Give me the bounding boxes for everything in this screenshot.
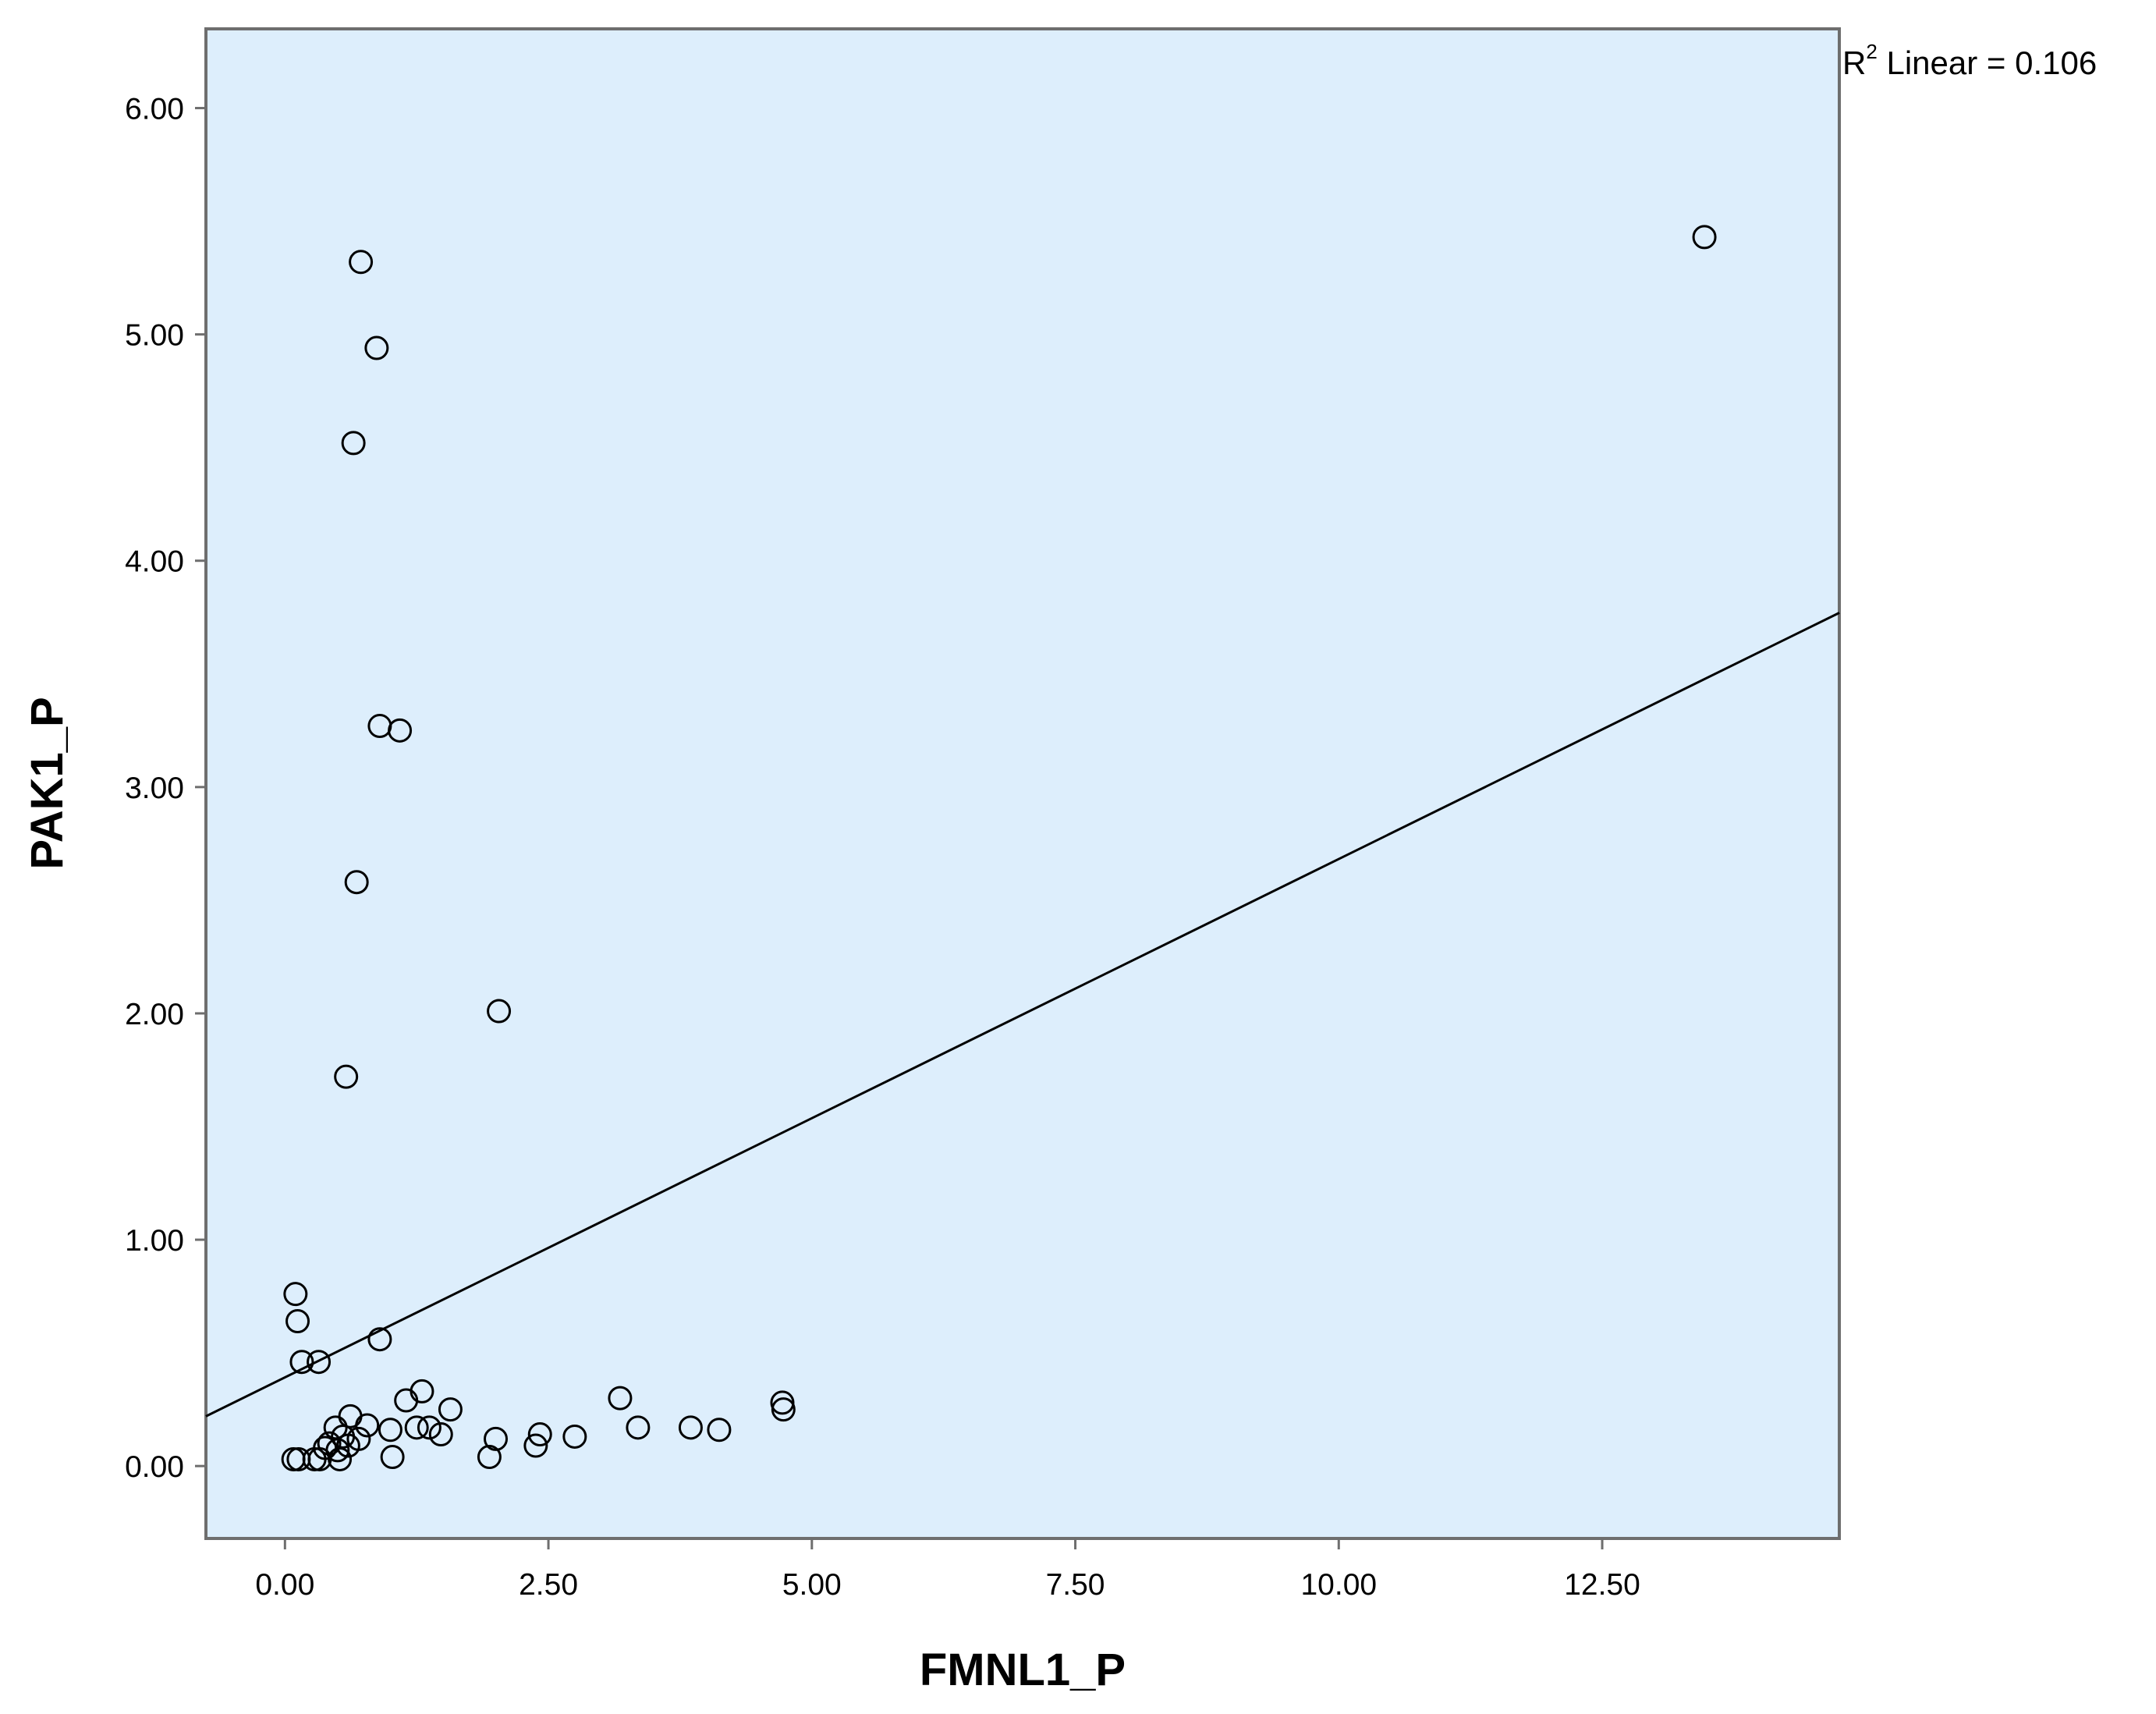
data-point — [307, 1446, 332, 1471]
data-point — [477, 1445, 502, 1470]
data-point — [283, 1282, 308, 1307]
y-tick-label: 2.00 — [125, 998, 184, 1031]
y-tick-label: 3.00 — [125, 772, 184, 805]
data-point — [341, 431, 366, 456]
data-point — [404, 1415, 429, 1440]
data-point — [678, 1415, 703, 1440]
data-point — [394, 1388, 419, 1413]
y-axis-title: PAK1_P — [22, 697, 73, 869]
y-tick-label: 0.00 — [125, 1450, 184, 1484]
data-point — [487, 999, 512, 1024]
data-point — [562, 1424, 587, 1449]
x-tick-label: 7.50 — [1046, 1568, 1105, 1602]
data-point — [771, 1397, 796, 1422]
data-point — [388, 718, 413, 743]
data-point — [334, 1064, 359, 1089]
data-point — [707, 1418, 732, 1443]
x-axis: 0.00 2.50 5.00 7.50 10.00 12.50 — [255, 1538, 1640, 1602]
y-tick-label: 1.00 — [125, 1224, 184, 1258]
data-point — [289, 1350, 314, 1375]
data-point — [285, 1308, 310, 1333]
data-point — [428, 1422, 453, 1447]
x-tick-label: 0.00 — [255, 1568, 314, 1602]
r-squared-annotation: R2 Linear = 0.106 — [1842, 40, 2097, 81]
data-point — [484, 1426, 509, 1451]
data-point — [608, 1386, 633, 1411]
data-points — [281, 225, 1717, 1471]
data-point — [438, 1397, 463, 1422]
x-tick-label: 12.50 — [1564, 1568, 1640, 1602]
r-squared-text: Linear = 0.106 — [1878, 44, 2097, 81]
fit-line — [205, 612, 1840, 1418]
data-point — [344, 870, 369, 895]
r-squared-sup: 2 — [1866, 40, 1877, 63]
data-point — [307, 1350, 332, 1375]
data-point — [335, 1433, 360, 1458]
y-axis: 0.00 1.00 2.00 3.00 4.00 5.00 6.00 — [125, 93, 206, 1484]
x-axis-title: FMNL1_P — [920, 1645, 1126, 1695]
y-tick-label: 5.00 — [125, 319, 184, 353]
data-point — [527, 1422, 552, 1447]
data-point — [364, 335, 389, 360]
r-squared-base: R — [1842, 44, 1866, 81]
data-point — [355, 1413, 380, 1438]
data-point — [378, 1418, 402, 1443]
data-point — [1692, 225, 1717, 250]
data-point — [417, 1415, 441, 1440]
data-point — [367, 1327, 392, 1352]
data-point — [313, 1435, 338, 1460]
data-point — [523, 1433, 548, 1458]
x-tick-label: 10.00 — [1300, 1568, 1377, 1602]
data-point — [626, 1415, 651, 1440]
data-point — [380, 1445, 405, 1470]
x-tick-label: 5.00 — [782, 1568, 842, 1602]
y-tick-label: 4.00 — [125, 545, 184, 579]
data-point — [349, 250, 374, 275]
y-tick-label: 6.00 — [125, 93, 184, 126]
plot-area — [204, 27, 1841, 1540]
x-tick-label: 2.50 — [519, 1568, 578, 1602]
